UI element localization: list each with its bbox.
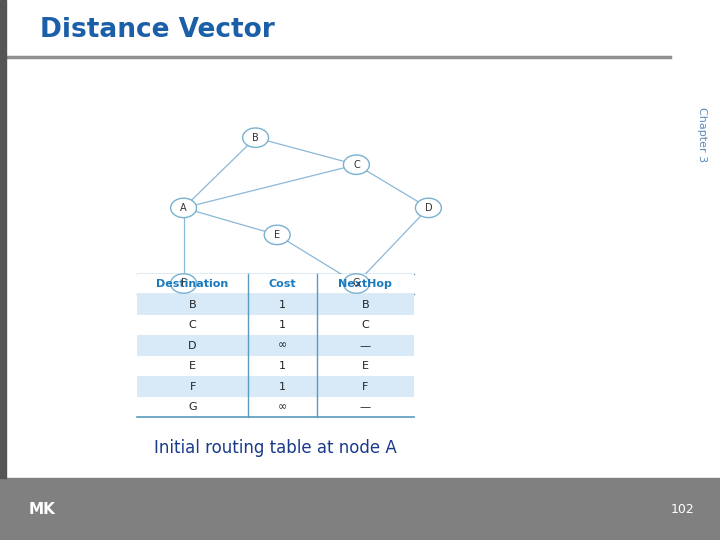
Text: C: C xyxy=(189,320,197,330)
Text: Initial routing table at node A: Initial routing table at node A xyxy=(154,439,397,457)
Text: 1: 1 xyxy=(279,300,286,309)
Text: 1: 1 xyxy=(279,361,286,371)
Circle shape xyxy=(264,225,290,245)
Text: F: F xyxy=(181,279,186,288)
Circle shape xyxy=(415,198,441,218)
Bar xyxy=(137,376,414,397)
Text: Destination: Destination xyxy=(156,279,229,289)
Bar xyxy=(0,478,720,540)
Text: B: B xyxy=(361,300,369,309)
Text: D: D xyxy=(189,341,197,350)
Text: 1: 1 xyxy=(279,320,286,330)
Bar xyxy=(137,294,414,315)
Text: E: E xyxy=(362,361,369,371)
Text: Distance Vector: Distance Vector xyxy=(40,17,274,43)
Text: F: F xyxy=(189,382,196,392)
Text: Cost: Cost xyxy=(269,279,297,289)
Circle shape xyxy=(343,274,369,293)
Text: A: A xyxy=(180,203,187,213)
Bar xyxy=(248,274,317,294)
Bar xyxy=(137,274,248,294)
Text: NextHop: NextHop xyxy=(338,279,392,289)
Circle shape xyxy=(171,198,197,218)
Text: D: D xyxy=(425,203,432,213)
Text: MK: MK xyxy=(29,502,55,517)
Circle shape xyxy=(243,128,269,147)
Text: E: E xyxy=(274,230,280,240)
Text: —: — xyxy=(360,341,371,350)
Text: E: E xyxy=(189,361,196,371)
Text: B: B xyxy=(252,133,259,143)
Bar xyxy=(0,0,6,478)
Text: C: C xyxy=(353,160,360,170)
Bar xyxy=(317,274,414,294)
Text: G: G xyxy=(189,402,197,412)
Text: 102: 102 xyxy=(671,503,695,516)
Text: B: B xyxy=(189,300,197,309)
Text: G: G xyxy=(353,279,360,288)
Text: 1: 1 xyxy=(279,382,286,392)
Bar xyxy=(137,335,414,356)
Text: Chapter 3: Chapter 3 xyxy=(697,107,707,163)
Bar xyxy=(137,356,414,376)
Text: ∞: ∞ xyxy=(278,402,287,412)
Circle shape xyxy=(343,155,369,174)
Circle shape xyxy=(171,274,197,293)
Text: C: C xyxy=(361,320,369,330)
Text: ∞: ∞ xyxy=(278,341,287,350)
Bar xyxy=(137,315,414,335)
Text: F: F xyxy=(362,382,369,392)
Bar xyxy=(137,397,414,417)
Text: —: — xyxy=(360,402,371,412)
